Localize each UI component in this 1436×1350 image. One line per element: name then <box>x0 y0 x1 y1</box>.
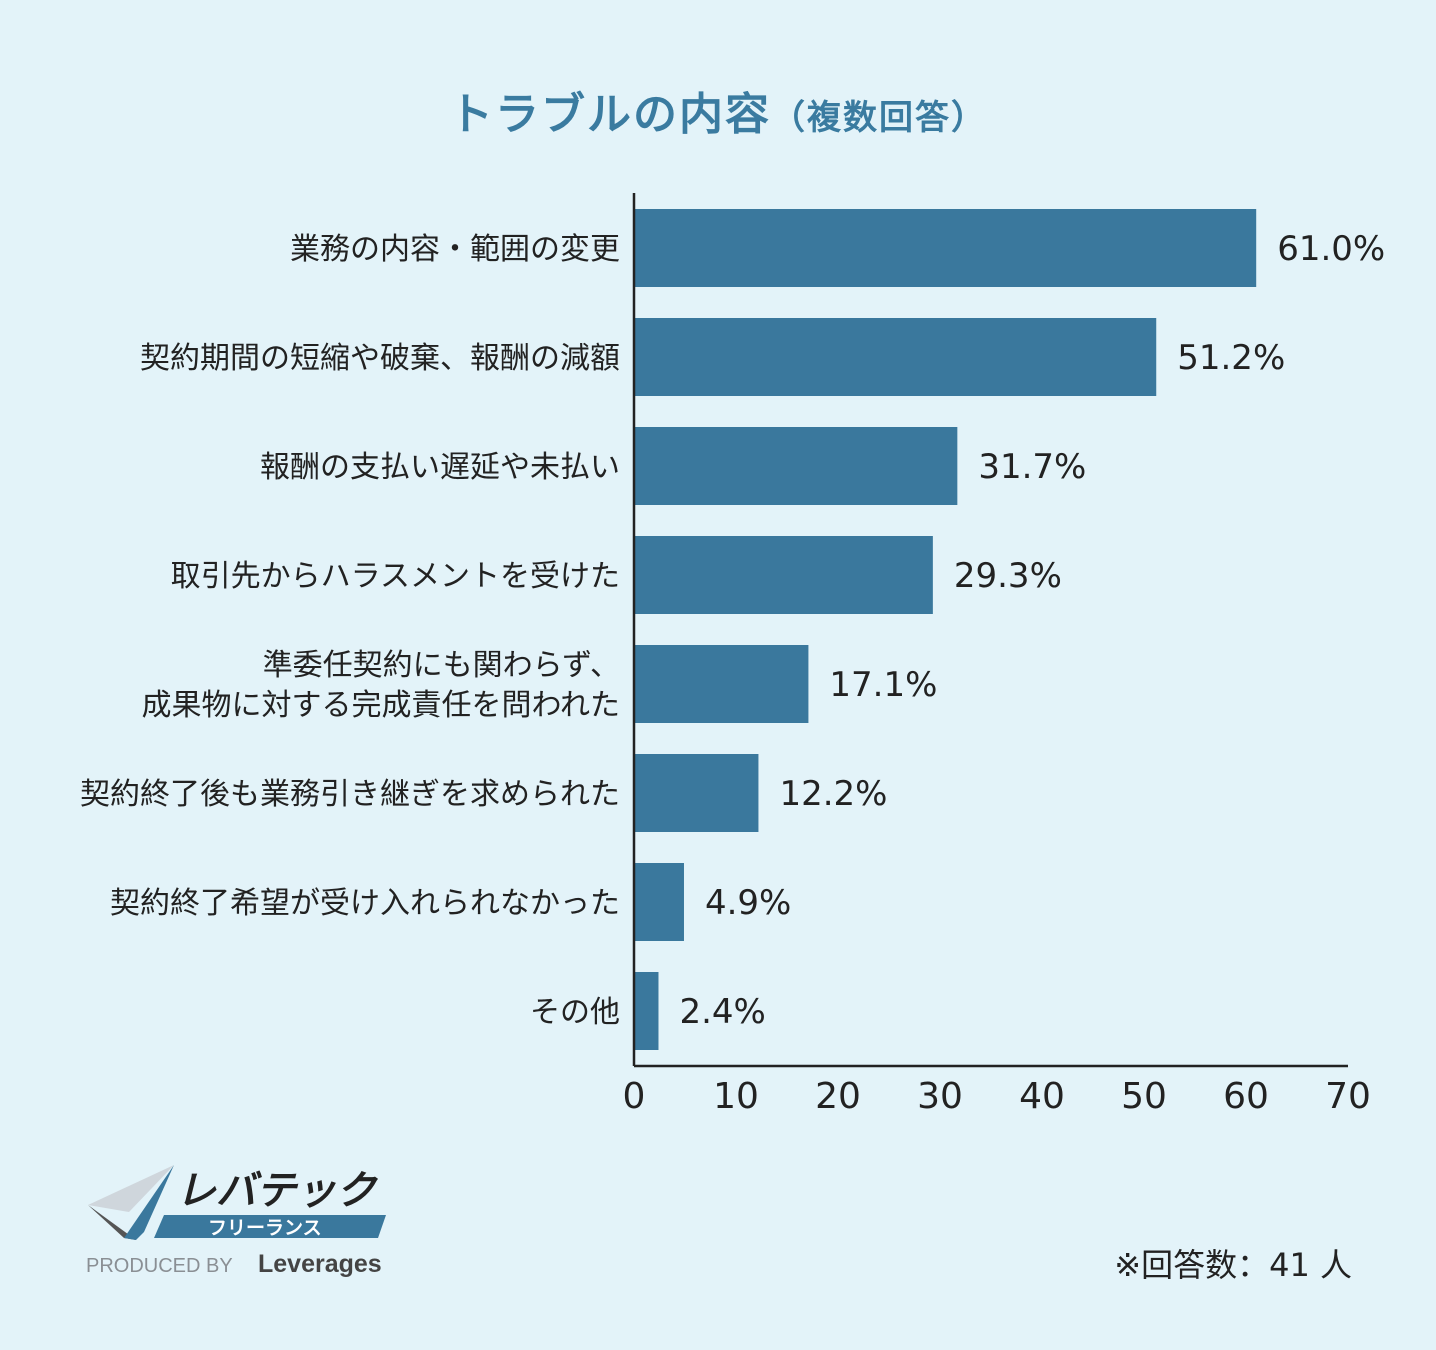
logo-sub: フリーランス <box>208 1217 322 1239</box>
x-tick-10: 10 <box>713 1076 759 1117</box>
x-tick-40: 40 <box>1019 1076 1065 1117</box>
value-label-8: 2.4% <box>679 992 765 1032</box>
bar-8 <box>634 972 659 1050</box>
value-label-6: 12.2% <box>779 774 887 814</box>
category-label-4: 取引先からハラスメントを受けた <box>171 559 620 594</box>
value-label-3: 31.7% <box>978 447 1086 487</box>
value-label-2: 51.2% <box>1177 338 1285 378</box>
category-label-5-line-1: 準委任契約にも関わらず、 <box>263 648 620 683</box>
category-label-1: 業務の内容・範囲の変更 <box>290 232 620 267</box>
logo-mark-light <box>88 1165 174 1212</box>
chart-title: トラブルの内容（複数回答） <box>0 78 1436 142</box>
value-label-4: 29.3% <box>954 556 1062 596</box>
levtech-logo: レバテック フリーランス PRODUCED BY Leverages <box>86 1165 386 1278</box>
bar-2 <box>634 318 1157 396</box>
logo-produced-by: PRODUCED BY <box>86 1255 233 1277</box>
x-tick-30: 30 <box>917 1076 963 1117</box>
category-label-3: 報酬の支払い遅延や未払い <box>260 450 620 485</box>
x-tick-70: 70 <box>1325 1076 1371 1117</box>
value-label-7: 4.9% <box>705 883 791 923</box>
category-label-8: その他 <box>530 995 620 1030</box>
bar-7 <box>634 863 684 941</box>
x-tick-20: 20 <box>815 1076 861 1117</box>
logo-brand: レバテック <box>176 1168 379 1214</box>
bar-3 <box>634 427 958 505</box>
chart-title-sub: （複数回答） <box>771 98 987 138</box>
bar-6 <box>634 754 759 832</box>
logo-mark-blue <box>124 1165 174 1240</box>
value-label-5: 17.1% <box>829 665 937 705</box>
bar-5 <box>634 645 809 723</box>
logo-mark-gray <box>88 1205 136 1240</box>
category-label-7: 契約終了希望が受け入れられなかった <box>110 886 620 921</box>
bar-chart: 業務の内容・範囲の変更契約期間の短縮や破棄、報酬の減額報酬の支払い遅延や未払い取… <box>80 193 1385 1117</box>
respondent-note: ※回答数：41 人 <box>1114 1246 1352 1284</box>
chart-title-main: トラブルの内容 <box>449 89 771 140</box>
x-tick-60: 60 <box>1223 1076 1269 1117</box>
category-label-6: 契約終了後も業務引き継ぎを求められた <box>80 777 620 812</box>
logo-sub-band <box>154 1215 386 1238</box>
logo-company: Leverages <box>258 1250 382 1278</box>
value-label-1: 61.0% <box>1277 229 1385 269</box>
bar-1 <box>634 209 1257 287</box>
x-tick-50: 50 <box>1121 1076 1167 1117</box>
category-label-5-line-2: 成果物に対する完成責任を問われた <box>142 688 621 723</box>
category-label-2: 契約期間の短縮や破棄、報酬の減額 <box>140 341 620 376</box>
x-tick-0: 0 <box>623 1076 646 1117</box>
bar-4 <box>634 536 933 614</box>
